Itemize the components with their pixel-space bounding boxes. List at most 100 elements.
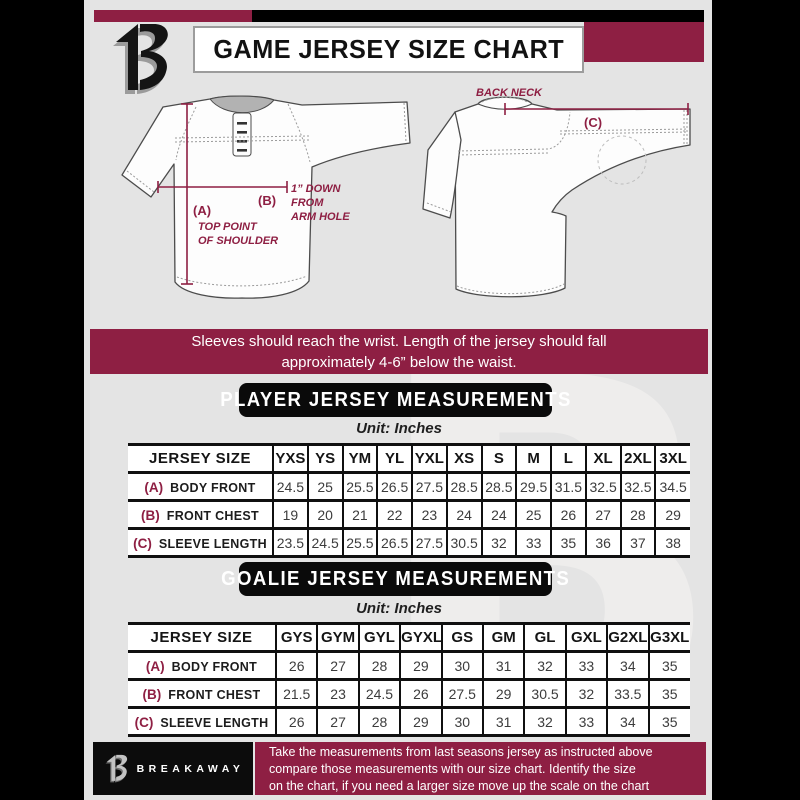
- measurement-cell: 21.5: [274, 679, 318, 708]
- measurement-cell: 32.5: [619, 472, 656, 501]
- back-measurement-lines: [504, 103, 689, 115]
- label-a: (A): [193, 203, 211, 218]
- size-column-header: JERSEY SIZE: [150, 629, 253, 646]
- size-header-cell: GM: [481, 623, 525, 652]
- footer-instructions: Take the measurements from last seasons …: [255, 742, 706, 795]
- size-header-cell: GXL: [564, 623, 608, 652]
- measurement-cell: 27: [316, 707, 359, 736]
- measurement-cell: 35: [647, 679, 690, 708]
- label-b: (B): [258, 193, 276, 208]
- right-black-band: [712, 0, 800, 800]
- measurement-cell: 32.5: [584, 472, 621, 501]
- measurement-cell: 29: [481, 679, 525, 708]
- table-row: (A) BODY FRONT 26 27 28 29 30 31 32 33 34 35: [128, 651, 690, 680]
- measurement-cell: 28.5: [480, 472, 517, 501]
- table-row: (C) SLEEVE LENGTH 26 27 28 29 30 31 32 33 34 35: [128, 707, 690, 736]
- measurement-cell: 25: [306, 472, 343, 501]
- size-header-cell: YXS: [272, 444, 308, 473]
- measurement-cell: 24.5: [357, 679, 401, 708]
- measurement-cell: 27.5: [440, 679, 483, 708]
- size-header-cell: M: [515, 444, 551, 473]
- measurement-cell: 28: [357, 707, 401, 736]
- measurement-cell: 35: [647, 651, 690, 680]
- row-label: (A) BODY FRONT: [144, 479, 256, 495]
- size-header-cell: GYS: [274, 623, 318, 652]
- measurement-cell: 26.5: [376, 472, 412, 501]
- measurement-cell: 37: [619, 528, 656, 557]
- measurement-cell: 32: [564, 679, 608, 708]
- size-header-cell: GYXL: [399, 623, 442, 652]
- note-top-point: TOP POINT: [198, 221, 258, 233]
- measurement-cell: 25.5: [341, 472, 378, 501]
- measurement-cell: 24: [480, 500, 517, 529]
- player-heading-label: PLAYER JERSEY MEASUREMENTS: [219, 388, 572, 411]
- footer-brand-name: BREAKAWAY: [136, 762, 245, 775]
- measurement-cell: 34: [606, 707, 649, 736]
- size-header-cell: YS: [306, 444, 343, 473]
- measurement-cell: 26: [274, 651, 318, 680]
- title-side-block: [584, 22, 704, 62]
- banner-line-2: approximately 4-6” below the waist.: [281, 353, 517, 371]
- measurement-cell: 23: [411, 500, 447, 529]
- measurement-cell: 35: [550, 528, 586, 557]
- page-title: GAME JERSEY SIZE CHART: [213, 34, 564, 64]
- footer-note-line-3: on the chart, if you need a larger size …: [269, 779, 650, 793]
- breakaway-logo-icon: [113, 24, 168, 94]
- measurement-cell: 30: [440, 651, 483, 680]
- measurement-cell: 27.5: [411, 472, 447, 501]
- banner-line-1: Sleeves should reach the wrist. Length o…: [191, 332, 607, 350]
- size-header-cell: 2XL: [619, 444, 656, 473]
- size-header-cell: GS: [440, 623, 483, 652]
- size-header-cell: YXL: [411, 444, 447, 473]
- table-row: (B) FRONT CHEST 21.5 23 24.5 26 27.5 29 30.5 32 33…: [128, 679, 690, 708]
- measurement-cell: 24.5: [272, 472, 308, 501]
- back-jersey-drawing: CENTER OF BACK NECK (C): [422, 87, 691, 298]
- measurement-cell: 34.5: [654, 472, 690, 501]
- measurement-cell: 29.5: [515, 472, 551, 501]
- measurement-cell: 28: [357, 651, 401, 680]
- measurement-cell: 33: [515, 528, 551, 557]
- measurement-cell: 29: [399, 651, 442, 680]
- jersey-diagrams: (A) TOP POINT OF SHOULDER (B) 1” DOWN FR…: [121, 87, 691, 299]
- front-jersey-drawing: (A) TOP POINT OF SHOULDER (B) 1” DOWN FR…: [121, 95, 411, 299]
- measurement-cell: 33.5: [606, 679, 649, 708]
- measurement-cell: 25.5: [341, 528, 378, 557]
- size-header-cell: XL: [584, 444, 621, 473]
- measurement-cell: 30.5: [445, 528, 482, 557]
- row-label: (C) SLEEVE LENGTH: [133, 535, 267, 551]
- measurement-cell: 33: [564, 651, 608, 680]
- player-section-heading: PLAYER JERSEY MEASUREMENTS: [220, 383, 570, 417]
- measurement-cell: 24: [445, 500, 482, 529]
- note-1-down: 1” DOWN: [291, 183, 342, 195]
- measurement-cell: 28.5: [445, 472, 482, 501]
- note-arm-hole: ARM HOLE: [290, 211, 350, 223]
- measurement-cell: 32: [523, 707, 566, 736]
- measurement-cell: 25: [515, 500, 551, 529]
- label-c: (C): [584, 115, 602, 130]
- row-label: (B) FRONT CHEST: [142, 686, 261, 702]
- measurement-cell: 19: [272, 500, 308, 529]
- size-header-cell: YM: [341, 444, 378, 473]
- footer-note-line-1: Take the measurements from last seasons …: [269, 745, 653, 759]
- measurement-cell: 20: [306, 500, 343, 529]
- note-back-neck: BACK NECK: [476, 87, 543, 99]
- size-header-cell: GYL: [357, 623, 401, 652]
- size-header-cell: YL: [376, 444, 412, 473]
- footer-brand-box: BREAKAWAY: [93, 742, 253, 795]
- measurement-cell: 27: [316, 651, 359, 680]
- top-strip-maroon: [94, 10, 252, 22]
- goalie-heading-label: GOALIE JERSEY MEASUREMENTS: [220, 567, 571, 590]
- measurement-cell: 27.5: [411, 528, 447, 557]
- measurement-cell: 31.5: [550, 472, 586, 501]
- measurement-cell: 30.5: [523, 679, 566, 708]
- measurement-cell: 23: [316, 679, 359, 708]
- measurement-cell: 21: [341, 500, 378, 529]
- measurement-cell: 26: [274, 707, 318, 736]
- measurement-cell: 29: [399, 707, 442, 736]
- measurement-cell: 35: [647, 707, 690, 736]
- measurement-cell: 33: [564, 707, 608, 736]
- size-header-cell: G3XL: [647, 623, 690, 652]
- title-box: GAME JERSEY SIZE CHART: [193, 26, 584, 73]
- measurement-cell: 22: [376, 500, 412, 529]
- top-strip-black: [252, 10, 704, 22]
